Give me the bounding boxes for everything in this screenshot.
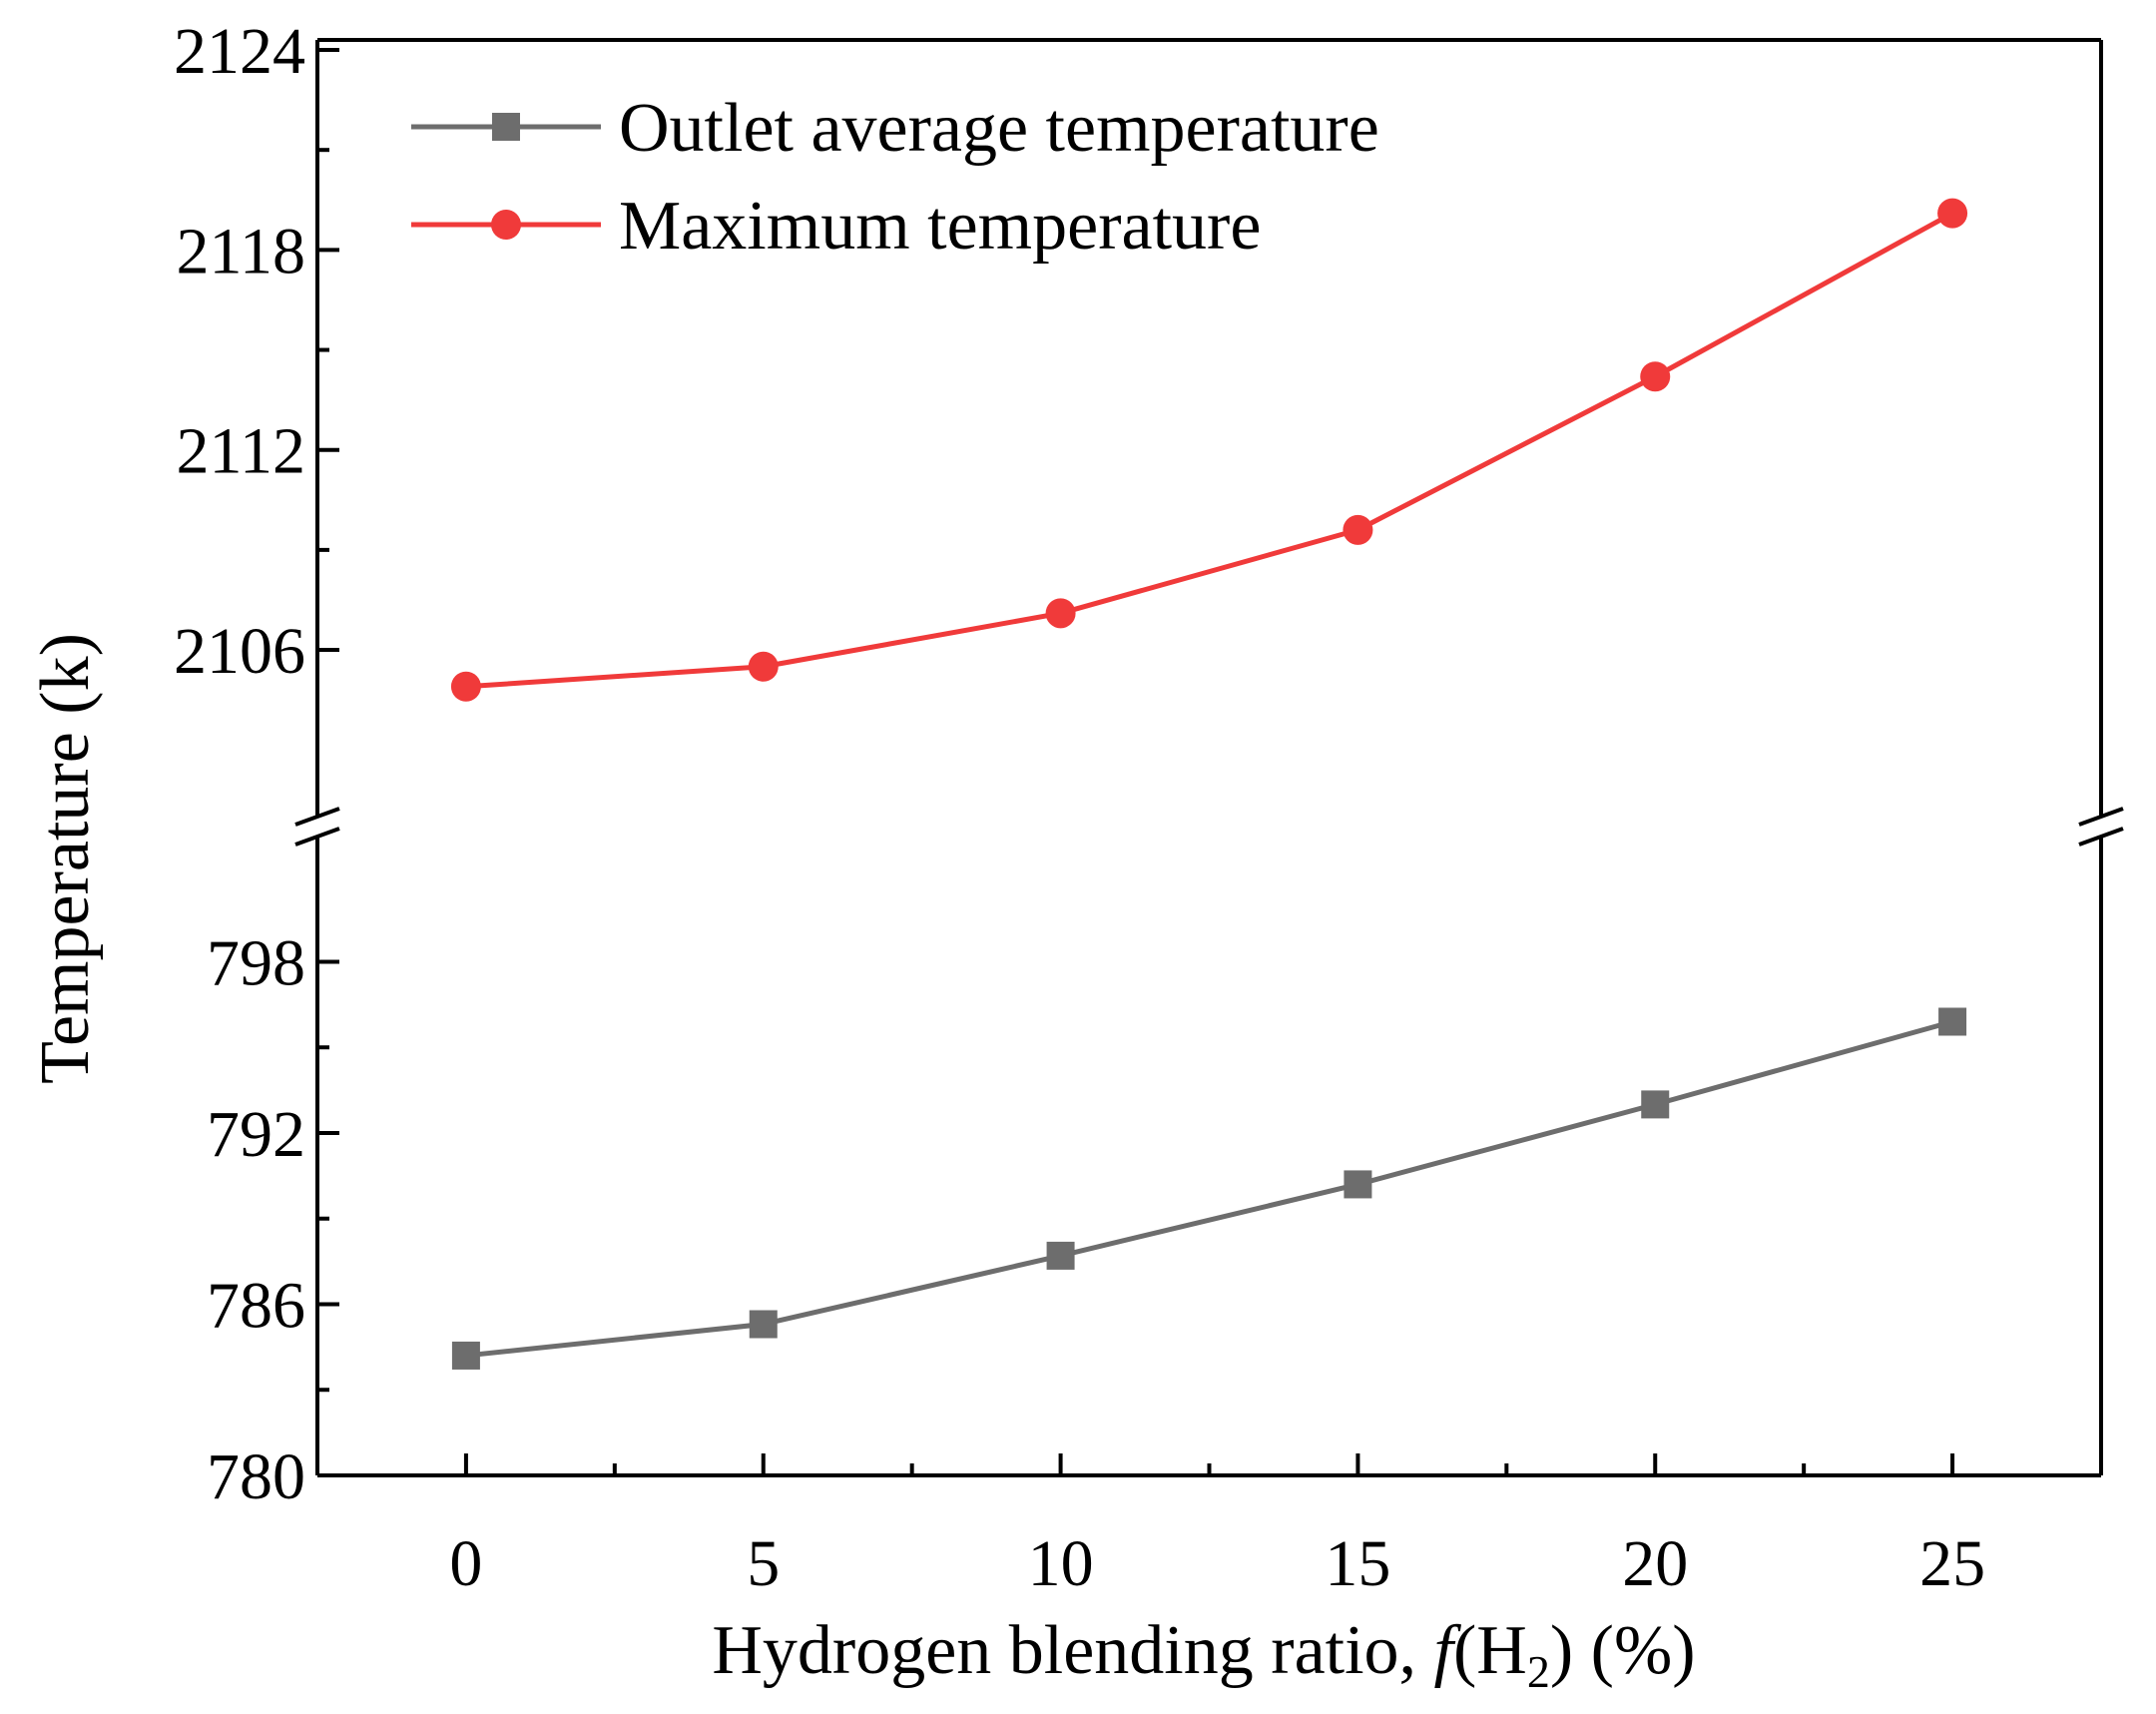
y-upper-tick-label: 2118 [176, 215, 305, 287]
x-tick-label: 25 [1919, 1527, 1985, 1600]
x-axis-title: Hydrogen blending ratio, f(H2) (%) [712, 1612, 1695, 1697]
plot-frame [315, 38, 2103, 1477]
axis-break-mark [294, 807, 340, 827]
ticks: 0 5 10 15 20 25 780 786 792 798 2106 2112 2118 2124 [174, 15, 1985, 1600]
outlet-average-data-point [451, 1341, 480, 1370]
x-tick-label: 0 [449, 1527, 482, 1600]
outlet-average-data-point [1938, 1007, 1967, 1036]
outlet-average-legend-label: Outlet average temperature [619, 90, 1379, 167]
axis-break-mark [2078, 827, 2124, 847]
x-tick-label: 15 [1325, 1527, 1390, 1600]
outlet-average-series-line [465, 1019, 1953, 1359]
legend: Outlet average temperature Maximum temper… [411, 90, 1379, 265]
outlet-average-data-point [1641, 1090, 1670, 1119]
y-lower-tick-label: 780 [207, 1440, 305, 1513]
y-lower-tick-label: 792 [207, 1098, 305, 1171]
x-tick-label: 10 [1028, 1527, 1094, 1600]
y-lower-tick-label: 798 [207, 926, 305, 999]
axis-breaks [294, 807, 2124, 847]
x-tick-label: 20 [1622, 1527, 1688, 1600]
maximum-data-point [450, 671, 481, 702]
series [450, 198, 1968, 1370]
outlet-average-data-point [1046, 1241, 1075, 1270]
x-tick-label: 5 [747, 1527, 780, 1600]
axis-break-mark [294, 827, 340, 847]
maximum-series-line [465, 211, 1954, 690]
y-upper-tick-label: 2106 [174, 615, 305, 688]
y-axis-title: Temperature (k) [27, 633, 104, 1084]
maximum-legend-label: Maximum temperature [619, 188, 1261, 265]
maximum-data-point [1640, 361, 1671, 392]
outlet-average-data-point [749, 1310, 778, 1339]
maximum-data-point [748, 651, 779, 682]
outlet-average-legend-marker [492, 113, 520, 141]
y-upper-tick-label: 2124 [174, 15, 305, 88]
y-upper-tick-label: 2112 [176, 415, 305, 488]
maximum-data-point [1045, 598, 1076, 629]
axis-break-mark [2078, 807, 2124, 827]
y-lower-tick-label: 786 [207, 1269, 305, 1342]
outlet-average-data-point [1344, 1170, 1372, 1199]
maximum-legend-marker [491, 210, 521, 240]
maximum-data-point [1937, 198, 1968, 229]
maximum-data-point [1343, 514, 1373, 545]
